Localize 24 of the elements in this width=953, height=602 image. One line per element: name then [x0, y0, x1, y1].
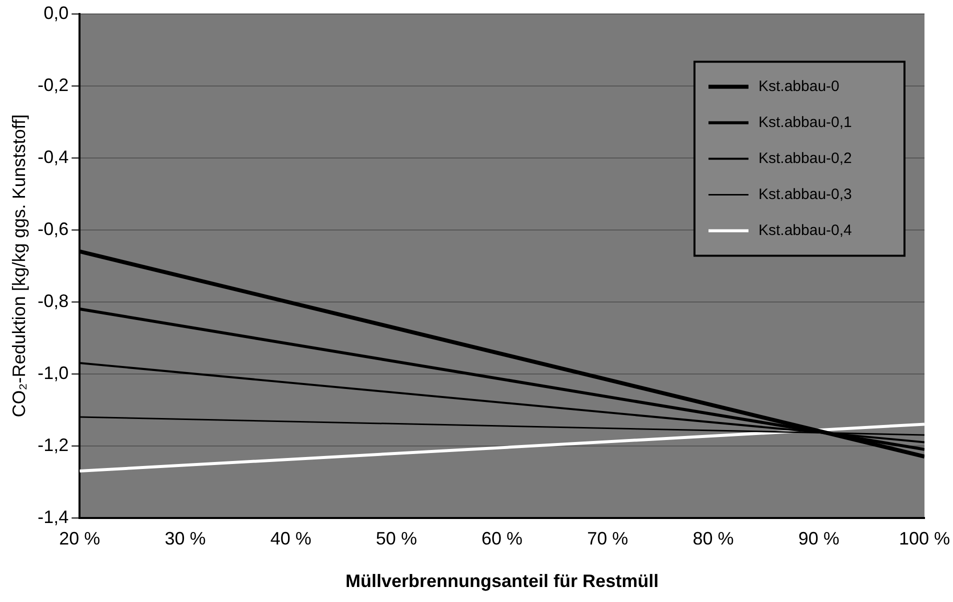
x-tick-label: 100 %: [898, 528, 950, 549]
x-tick-label: 30 %: [164, 528, 206, 549]
x-tick-label: 70 %: [587, 528, 628, 549]
y-tick-label: -1,0: [38, 362, 69, 383]
y-tick-label: -0,4: [38, 146, 69, 167]
x-tick-label: 40 %: [270, 528, 312, 549]
y-tick-label: -0,8: [38, 290, 69, 311]
legend-label: Kst.abbau-0,1: [758, 114, 852, 131]
legend-label: Kst.abbau-0: [758, 78, 840, 95]
y-tick-label: -0,2: [38, 74, 69, 95]
y-tick-label: -1,4: [38, 506, 69, 527]
y-tick-label: -1,2: [38, 434, 69, 455]
x-tick-label: 20 %: [59, 528, 100, 549]
legend-label: Kst.abbau-0,3: [758, 186, 852, 203]
y-axis-title: CO₂-Reduktion [kg/kg ggs. Kunststoff]: [8, 114, 29, 418]
x-axis-title: Müllverbrennungsanteil für Restmüll: [346, 571, 659, 592]
y-tick-label: 0,0: [44, 2, 69, 23]
x-tick-label: 60 %: [482, 528, 523, 549]
x-tick-label: 80 %: [692, 528, 734, 549]
legend-label: Kst.abbau-0,4: [758, 222, 852, 239]
x-tick-label: 90 %: [798, 528, 840, 549]
y-tick-label: -0,6: [38, 218, 69, 239]
legend-label: Kst.abbau-0,2: [758, 150, 852, 167]
x-tick-label: 50 %: [376, 528, 417, 549]
